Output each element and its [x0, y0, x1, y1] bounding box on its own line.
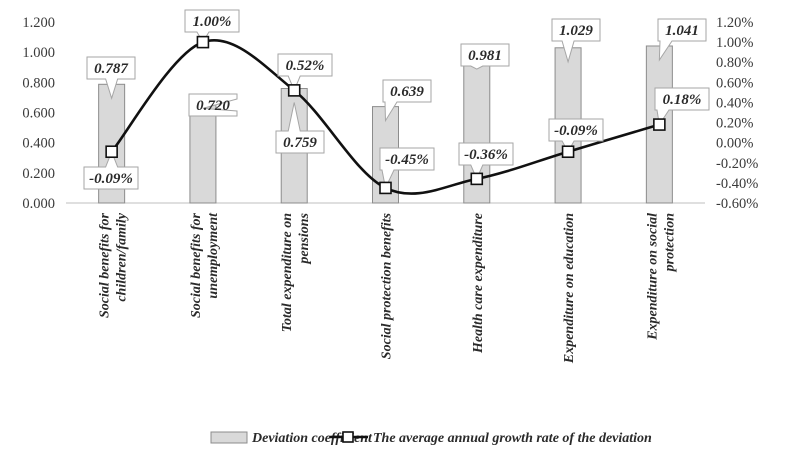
y-right-tick-label: 0.60%: [716, 75, 753, 91]
line-data-label: -0.09%: [89, 171, 133, 187]
x-category-label: Social benefits for children/family: [98, 212, 130, 318]
line-marker: [287, 84, 301, 97]
line-marker: [561, 145, 575, 159]
line-data-label: -0.09%: [554, 123, 598, 139]
line-data-label-box: [277, 53, 333, 92]
bar-data-label-box: [188, 93, 238, 117]
line-data-label-box: [379, 147, 435, 190]
bar-data-label: 0.787: [94, 61, 128, 77]
y-right-tick-label: 0.40%: [716, 95, 753, 111]
y-right-tick-label: 0.80%: [716, 55, 753, 71]
y-right-tick-label: -0.20%: [716, 156, 758, 172]
line-data-label: -0.36%: [464, 147, 508, 163]
line-marker: [653, 118, 666, 131]
line-data-label-box: [654, 87, 710, 126]
x-category-label: Social protection benefits: [380, 212, 395, 359]
bar-data-label: 1.041: [665, 23, 699, 39]
bar-data-label-box: [460, 43, 510, 70]
line-data-label: 1.00%: [193, 14, 232, 30]
legend-line-label: The average annual growth rate of the de…: [373, 431, 652, 446]
legend-bar-label: Deviation coefficient: [251, 431, 373, 446]
line-data-label: 0.52%: [286, 58, 325, 74]
line-marker: [105, 145, 118, 159]
y-left-tick-label: 0.000: [22, 196, 55, 212]
y-left-tick-label: 0.200: [22, 166, 55, 182]
x-category-label: Expenditure on education: [562, 213, 577, 364]
line-data-label: 0.18%: [663, 92, 702, 108]
bar-data-label: 0.720: [196, 98, 230, 114]
y-left-tick-label: 0.400: [22, 136, 55, 152]
line-data-label: -0.45%: [385, 152, 429, 168]
y-left-tick-label: 1.200: [22, 15, 55, 31]
bar-data-label: 0.639: [390, 84, 424, 100]
y-right-tick-label: -0.60%: [716, 196, 758, 212]
bar-data-label-box: [657, 18, 707, 62]
line-marker: [196, 35, 210, 49]
bar-data-label-box: [551, 18, 601, 64]
bar-data-label: 0.981: [468, 48, 502, 64]
x-category-label: Health care expenditure: [471, 213, 486, 354]
y-left-tick-label: 1.000: [22, 45, 55, 61]
y-left-tick-label: 0.600: [22, 106, 55, 122]
bar-data-label: 0.759: [283, 135, 317, 151]
line-marker: [379, 181, 392, 195]
line-data-label-box: [458, 142, 514, 181]
y-right-tick-label: 0.00%: [716, 136, 753, 152]
bar-data-label: 1.029: [559, 23, 593, 39]
y-right-tick-label: 1.00%: [716, 35, 753, 51]
bar-data-label-box: [86, 56, 136, 100]
legend-line-marker: [342, 431, 354, 443]
y-right-tick-label: -0.40%: [716, 176, 758, 192]
line-marker: [470, 172, 484, 186]
bar-data-label-box: [275, 102, 325, 154]
bar-data-label-box: [382, 79, 432, 123]
x-category-label: Expenditure on social protection: [645, 213, 677, 341]
legend-bar-swatch: [210, 431, 248, 444]
x-category-label: Total expenditure on pensions: [280, 212, 312, 332]
line-data-label-box: [83, 150, 139, 190]
y-right-tick-label: 0.20%: [716, 116, 753, 132]
x-category-label: Social benefits for unemployment: [189, 212, 221, 318]
y-left-tick-label: 0.800: [22, 75, 55, 91]
y-right-tick-label: 1.20%: [716, 15, 753, 31]
